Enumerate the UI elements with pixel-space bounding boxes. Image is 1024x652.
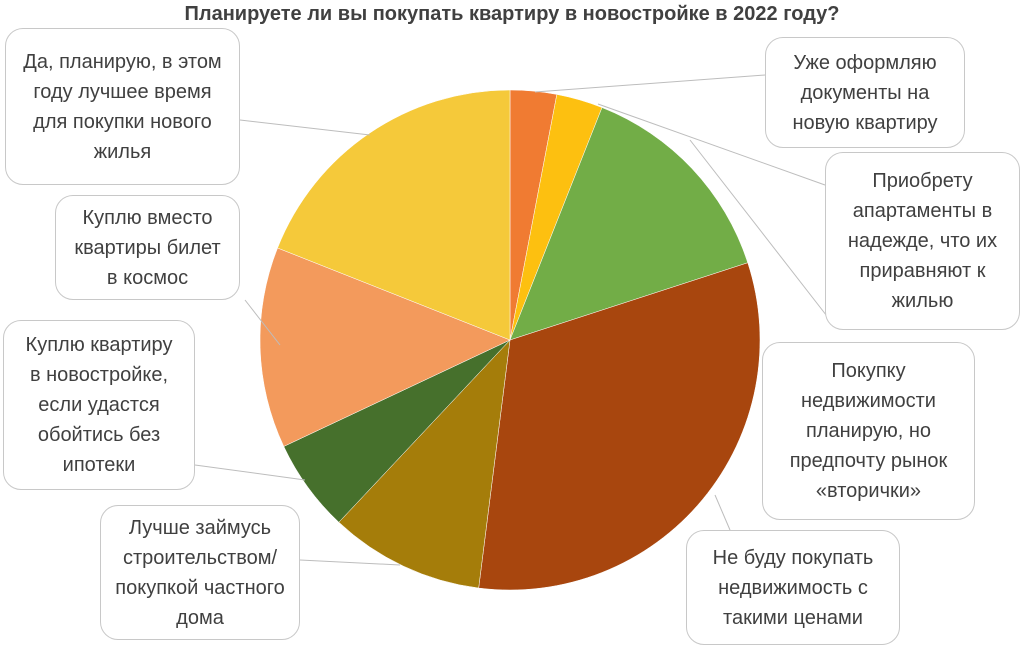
leader-line <box>714 494 731 531</box>
data-label: Приобрету апартаменты в надежде, что их … <box>825 152 1020 330</box>
leader-line <box>689 139 831 321</box>
pie-slice <box>277 89 511 341</box>
data-label: Уже оформляю документы на новую квартиру <box>765 37 965 148</box>
chart-title: Планируете ли вы покупать квартиру в нов… <box>184 3 840 25</box>
leader-line <box>597 103 826 186</box>
leader-line <box>244 299 281 346</box>
pie-slice <box>338 339 511 589</box>
leader-line <box>239 119 371 136</box>
leader-line <box>194 464 306 481</box>
data-label: Лучше займусь строительством/ покупкой ч… <box>100 505 300 640</box>
data-label: Куплю вместо квартиры билет в космос <box>55 195 240 300</box>
data-label: Куплю квартиру в новостройке, если удаст… <box>3 320 195 490</box>
leader-line <box>534 74 766 93</box>
leader-line <box>299 559 401 566</box>
pie-slice <box>259 247 511 447</box>
data-label: Да, планирую, в этом году лучшее время д… <box>5 28 240 185</box>
data-label: Не буду покупать недвижимость с такими ц… <box>686 530 900 645</box>
pie-slice <box>478 262 761 591</box>
data-label: Покупку недвижимости планирую, но предпо… <box>762 342 975 520</box>
